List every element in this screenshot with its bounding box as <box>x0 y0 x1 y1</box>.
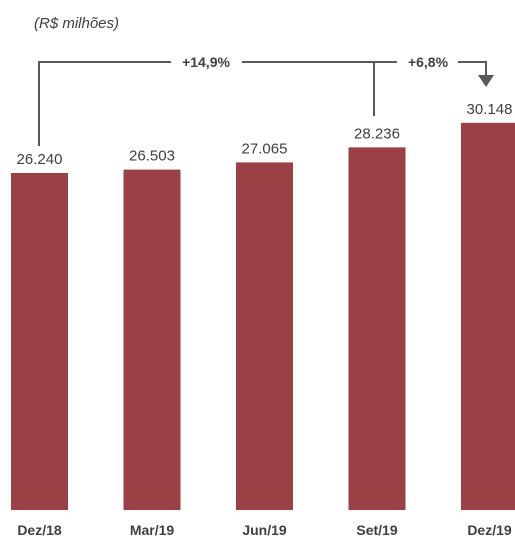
bar-4 <box>461 122 515 510</box>
growth-label-quarter: +6,8% <box>408 54 449 70</box>
category-label-2: Jun/19 <box>242 522 287 538</box>
value-label-4: 30.148 <box>467 101 513 118</box>
bars-group <box>11 122 515 511</box>
unit-label: (R$ milhões) <box>34 15 119 32</box>
growth-arrow-icon <box>478 75 494 87</box>
growth-bracket-quarter <box>373 61 487 116</box>
growth-label-total: +14,9% <box>182 54 230 70</box>
bar-1 <box>123 169 181 511</box>
category-label-1: Mar/19 <box>130 522 175 538</box>
growth-bracket-total <box>38 61 397 146</box>
value-label-1: 26.503 <box>129 148 175 165</box>
category-label-3: Set/19 <box>356 522 397 538</box>
bar-2 <box>236 162 293 510</box>
category-labels-group: Dez/18 Mar/19 Jun/19 Set/19 Dez/19 <box>17 522 512 538</box>
bar-0 <box>11 172 68 510</box>
value-label-2: 27.065 <box>242 140 288 157</box>
value-labels-group: 26.240 26.503 27.065 28.236 30.148 <box>17 101 513 168</box>
category-label-4: Dez/19 <box>467 522 512 538</box>
value-label-0: 26.240 <box>17 151 63 168</box>
value-label-3: 28.236 <box>354 125 400 142</box>
bar-3 <box>348 147 406 510</box>
category-label-0: Dez/18 <box>17 522 62 538</box>
